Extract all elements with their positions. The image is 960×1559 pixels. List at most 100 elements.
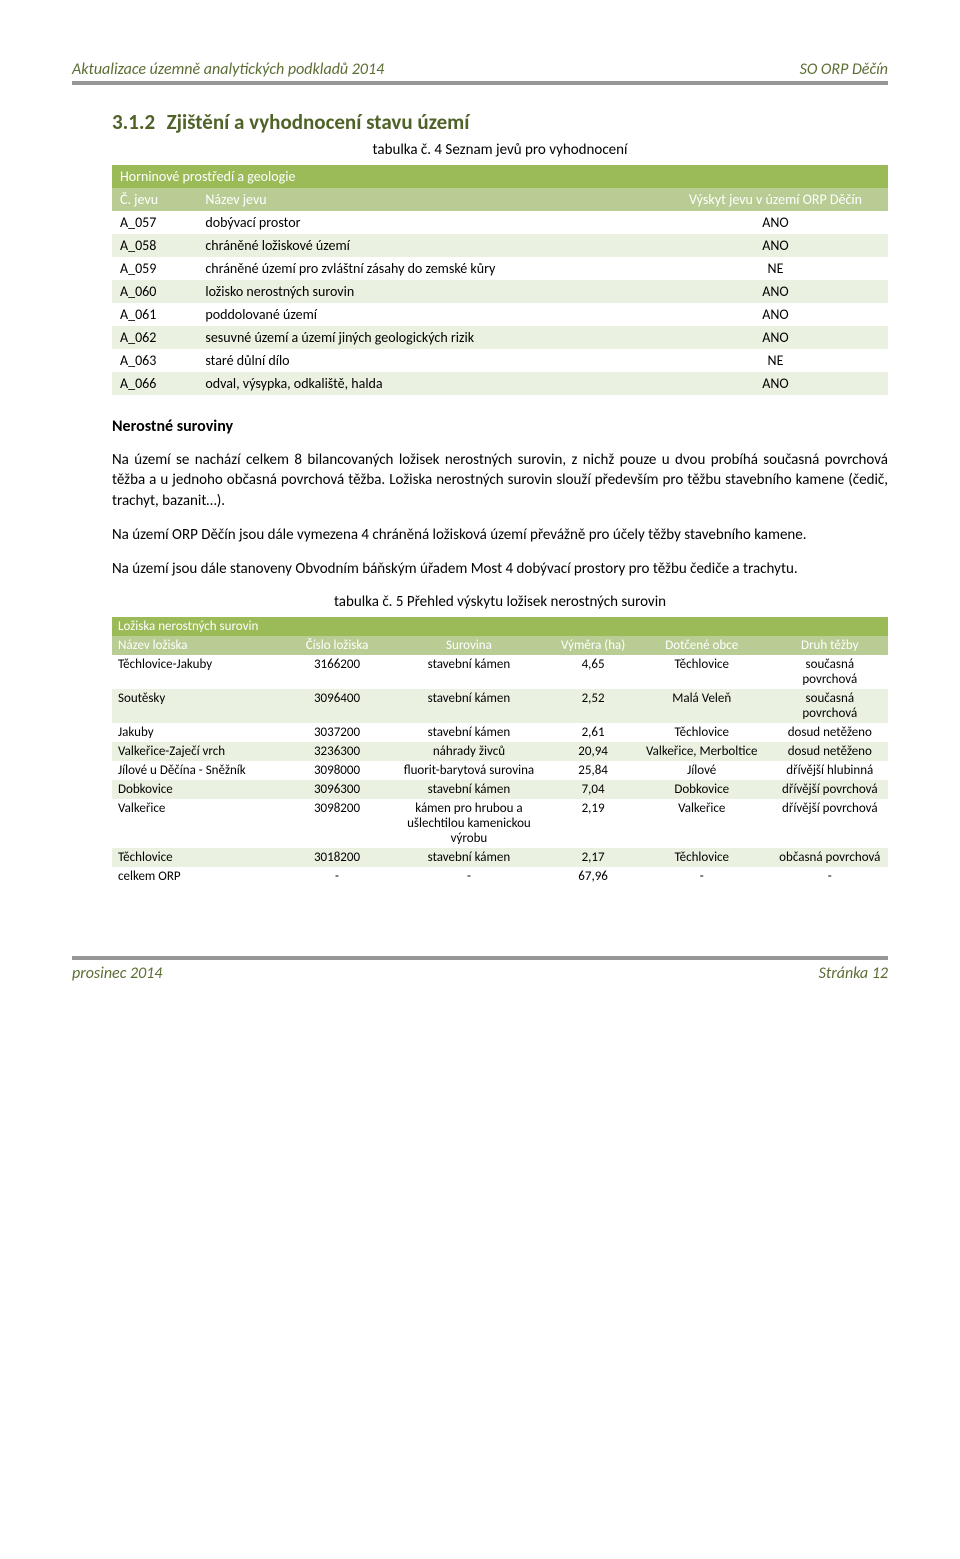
table-cell: A_060: [112, 280, 197, 303]
table-cell: 4,65: [554, 655, 632, 689]
table-cell: stavební kámen: [384, 655, 555, 689]
table-cell: ANO: [663, 234, 888, 257]
table2-title: Ložiska nerostných surovin: [112, 617, 888, 636]
table-cell: 2,19: [554, 799, 632, 848]
table-cell: celkem ORP: [112, 867, 290, 886]
table-cell: -: [632, 867, 772, 886]
table-cell: Valkeřice, Merboltice: [632, 742, 772, 761]
table-row: celkem ORP--67,96--: [112, 867, 888, 886]
table-cell: A_061: [112, 303, 197, 326]
table-row: A_059chráněné území pro zvláštní zásahy …: [112, 257, 888, 280]
table2-caption: tabulka č. 5 Přehled výskytu ložisek ner…: [112, 593, 888, 611]
t2-col4: Výměra (ha): [554, 636, 632, 655]
table-cell: 2,52: [554, 689, 632, 723]
table-cell: 3096400: [290, 689, 383, 723]
table-cell: Malá Veleň: [632, 689, 772, 723]
table1-title: Horninové prostředí a geologie: [112, 165, 888, 188]
table-jevy: Horninové prostředí a geologie Č. jevu N…: [112, 165, 888, 395]
table-cell: Soutěsky: [112, 689, 290, 723]
page-footer: prosinec 2014 Stránka 12: [72, 964, 888, 983]
table-cell: 3098000: [290, 761, 383, 780]
table-row: Jakuby3037200stavební kámen2,61Těchlovic…: [112, 723, 888, 742]
table-loziska: Ložiska nerostných surovin Název ložiska…: [112, 617, 888, 886]
table-cell: ANO: [663, 303, 888, 326]
table-cell: A_059: [112, 257, 197, 280]
page-header: Aktualizace územně analytických podkladů…: [72, 60, 888, 79]
table-cell: 20,94: [554, 742, 632, 761]
table-row: Těchlovice3018200stavební kámen2,17Těchl…: [112, 848, 888, 867]
table-cell: stavební kámen: [384, 780, 555, 799]
table-row: A_063staré důlní díloNE: [112, 349, 888, 372]
table-cell: A_058: [112, 234, 197, 257]
table-cell: -: [772, 867, 888, 886]
table-cell: 3166200: [290, 655, 383, 689]
t1-col1: Č. jevu: [112, 188, 197, 211]
table-row: A_062sesuvné území a území jiných geolog…: [112, 326, 888, 349]
table-cell: 3098200: [290, 799, 383, 848]
table-row: A_058chráněné ložiskové územíANO: [112, 234, 888, 257]
table-cell: sesuvné území a území jiných geologickýc…: [197, 326, 663, 349]
table-cell: dřívější hlubinná: [772, 761, 888, 780]
table-cell: NE: [663, 257, 888, 280]
table-cell: 3037200: [290, 723, 383, 742]
header-rule: [72, 81, 888, 85]
table-cell: ložisko nerostných surovin: [197, 280, 663, 303]
table-cell: Valkeřice: [112, 799, 290, 848]
table-cell: dřívější povrchová: [772, 799, 888, 848]
table-cell: 3018200: [290, 848, 383, 867]
footer-left: prosinec 2014: [72, 964, 162, 983]
table-row: A_057dobývací prostorANO: [112, 211, 888, 234]
table-row: A_061poddolované územíANO: [112, 303, 888, 326]
table-cell: poddolované území: [197, 303, 663, 326]
table-cell: fluorit-barytová surovina: [384, 761, 555, 780]
table-cell: ANO: [663, 326, 888, 349]
table-row: A_066odval, výsypka, odkaliště, haldaANO: [112, 372, 888, 395]
table-cell: A_066: [112, 372, 197, 395]
table-cell: stavební kámen: [384, 689, 555, 723]
table-cell: staré důlní dílo: [197, 349, 663, 372]
table-cell: Těchlovice: [632, 723, 772, 742]
footer-right: Stránka 12: [819, 964, 888, 983]
footer-rule: [72, 956, 888, 960]
table-cell: dřívější povrchová: [772, 780, 888, 799]
table-cell: Dobkovice: [112, 780, 290, 799]
table-row: Těchlovice-Jakuby3166200stavební kámen4,…: [112, 655, 888, 689]
table-cell: současná povrchová: [772, 689, 888, 723]
section-number: 3.1.2: [112, 109, 155, 135]
table-cell: občasná povrchová: [772, 848, 888, 867]
table-cell: současná povrchová: [772, 655, 888, 689]
table1-caption: tabulka č. 4 Seznam jevů pro vyhodnocení: [112, 141, 888, 159]
table-row: Jílové u Děčína - Sněžník3098000fluorit-…: [112, 761, 888, 780]
table-cell: chráněné ložiskové území: [197, 234, 663, 257]
t2-col1: Název ložiska: [112, 636, 290, 655]
table-cell: Jílové u Děčína - Sněžník: [112, 761, 290, 780]
para2: Na území ORP Děčín jsou dále vymezena 4 …: [112, 525, 888, 545]
table-row: Dobkovice3096300stavební kámen7,04Dobkov…: [112, 780, 888, 799]
table-cell: Těchlovice-Jakuby: [112, 655, 290, 689]
table-cell: Jílové: [632, 761, 772, 780]
subhead-nerostne: Nerostné suroviny: [112, 417, 888, 436]
table-cell: A_063: [112, 349, 197, 372]
header-left: Aktualizace územně analytických podkladů…: [72, 60, 384, 79]
table-cell: 67,96: [554, 867, 632, 886]
table-cell: NE: [663, 349, 888, 372]
table-cell: kámen pro hrubou a ušlechtilou kamenicko…: [384, 799, 555, 848]
table-cell: ANO: [663, 211, 888, 234]
t1-col2: Název jevu: [197, 188, 663, 211]
table-cell: Valkeřice: [632, 799, 772, 848]
table-cell: chráněné území pro zvláštní zásahy do ze…: [197, 257, 663, 280]
section-heading: 3.1.2 Zjištění a vyhodnocení stavu území: [112, 109, 888, 135]
table-row: A_060ložisko nerostných surovinANO: [112, 280, 888, 303]
table-cell: -: [290, 867, 383, 886]
header-right: SO ORP Děčín: [800, 60, 888, 79]
table-cell: 3096300: [290, 780, 383, 799]
table-cell: Jakuby: [112, 723, 290, 742]
table-row: Soutěsky3096400stavební kámen2,52Malá Ve…: [112, 689, 888, 723]
table-cell: 2,61: [554, 723, 632, 742]
table-cell: A_057: [112, 211, 197, 234]
t2-col5: Dotčené obce: [632, 636, 772, 655]
section-title: Zjištění a vyhodnocení stavu území: [167, 109, 470, 135]
table-cell: náhrady živců: [384, 742, 555, 761]
table-cell: 7,04: [554, 780, 632, 799]
t1-col3: Výskyt jevu v území ORP Děčín: [663, 188, 888, 211]
